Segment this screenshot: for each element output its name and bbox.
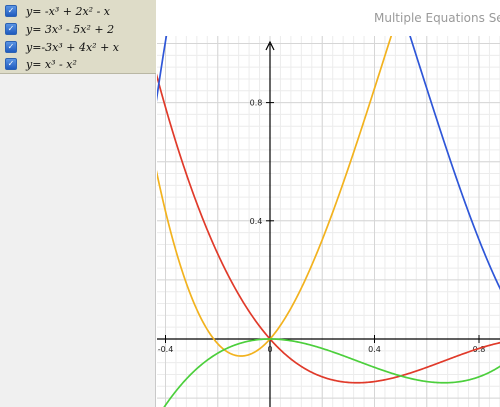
equation-row[interactable]: ✓ y= x³ - x²	[0, 55, 156, 73]
x-tick-label: -0.4	[158, 345, 174, 354]
x-tick-label: 0.8	[473, 345, 486, 354]
equation-graph[interactable]: -0.8-0.400.40.81.21.62.421.61.20.80.4-0.…	[157, 0, 500, 407]
equation-checkbox[interactable]: ✓	[5, 23, 17, 35]
plot-area[interactable]: -0.8-0.400.40.81.21.62.421.61.20.80.4-0.…	[157, 0, 500, 407]
equation-label: y= x³ - x²	[26, 57, 77, 71]
equation-row[interactable]: ✓ y= -x³ + 2x² - x	[0, 2, 156, 20]
equation-row[interactable]: ✓ y=-3x³ + 4x² + x	[0, 38, 156, 56]
series-curve	[163, 338, 500, 407]
series-curve	[157, 73, 500, 384]
y-axis-arrow	[265, 40, 275, 51]
equation-checkbox[interactable]: ✓	[5, 5, 17, 17]
equation-label: y=-3x³ + 4x² + x	[26, 40, 119, 54]
equation-label: y= 3x³ - 5x² + 2	[26, 22, 115, 36]
equation-sidebar: ✓ y= -x³ + 2x² - x ✓ y= 3x³ - 5x² + 2 ✓ …	[0, 0, 156, 407]
equation-row[interactable]: ✓ y= 3x³ - 5x² + 2	[0, 20, 156, 38]
y-tick-label: 0.8	[250, 99, 263, 108]
window-title: Multiple Equations Sele	[374, 11, 500, 25]
equation-list: ✓ y= -x³ + 2x² - x ✓ y= 3x³ - 5x² + 2 ✓ …	[0, 0, 156, 74]
equation-checkbox[interactable]: ✓	[5, 41, 17, 53]
x-tick-label: 0.4	[368, 345, 381, 354]
y-tick-label: 0.4	[250, 217, 263, 226]
x-tick-label: 0	[267, 345, 272, 354]
equation-label: y= -x³ + 2x² - x	[26, 4, 110, 18]
equation-checkbox[interactable]: ✓	[5, 58, 17, 70]
series-curve	[157, 36, 500, 291]
series-curve	[157, 36, 393, 357]
